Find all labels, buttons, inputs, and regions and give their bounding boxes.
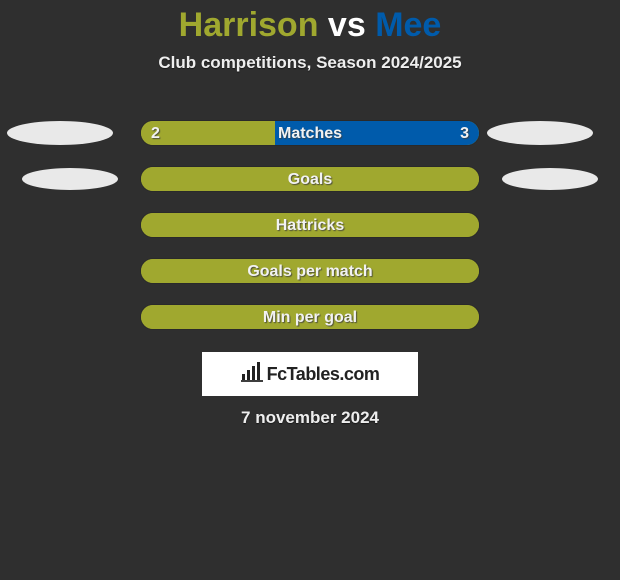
left-oval (22, 168, 118, 190)
bar-fill-left (141, 213, 480, 237)
stat-rows: Matches23GoalsHattricksGoals per matchMi… (0, 118, 620, 348)
bar-fill-left (141, 259, 480, 283)
vs-word: vs (328, 6, 366, 44)
right-oval (502, 168, 598, 190)
bar-fill-left (141, 305, 480, 329)
bar-value-right: 3 (460, 125, 469, 143)
stat-row: Goals (0, 164, 620, 194)
bar-fill-left (141, 121, 277, 145)
left-oval (7, 121, 113, 145)
page-title: Harrison vs Mee (0, 0, 620, 45)
stat-row: Hattricks (0, 210, 620, 240)
bar-track: Min per goal (140, 304, 480, 330)
bar-fill-right (275, 121, 479, 145)
logo-box: FcTables.com (202, 352, 418, 396)
subtitle: Club competitions, Season 2024/2025 (0, 53, 620, 73)
player-a-name: Harrison (179, 6, 319, 44)
stat-row: Min per goal (0, 302, 620, 332)
chart-bars-icon (241, 362, 263, 387)
bar-track: Goals (140, 166, 480, 192)
bar-fill-left (141, 167, 480, 191)
bar-track: Goals per match (140, 258, 480, 284)
player-b-name: Mee (375, 6, 441, 44)
bar-track: Hattricks (140, 212, 480, 238)
stat-row: Goals per match (0, 256, 620, 286)
logo-text: FcTables.com (267, 364, 380, 385)
bar-value-left: 2 (151, 125, 160, 143)
stat-row: Matches23 (0, 118, 620, 148)
right-oval (487, 121, 593, 145)
bar-track: Matches23 (140, 120, 480, 146)
comparison-card: Harrison vs Mee Club competitions, Seaso… (0, 0, 620, 580)
date-text: 7 november 2024 (0, 408, 620, 428)
